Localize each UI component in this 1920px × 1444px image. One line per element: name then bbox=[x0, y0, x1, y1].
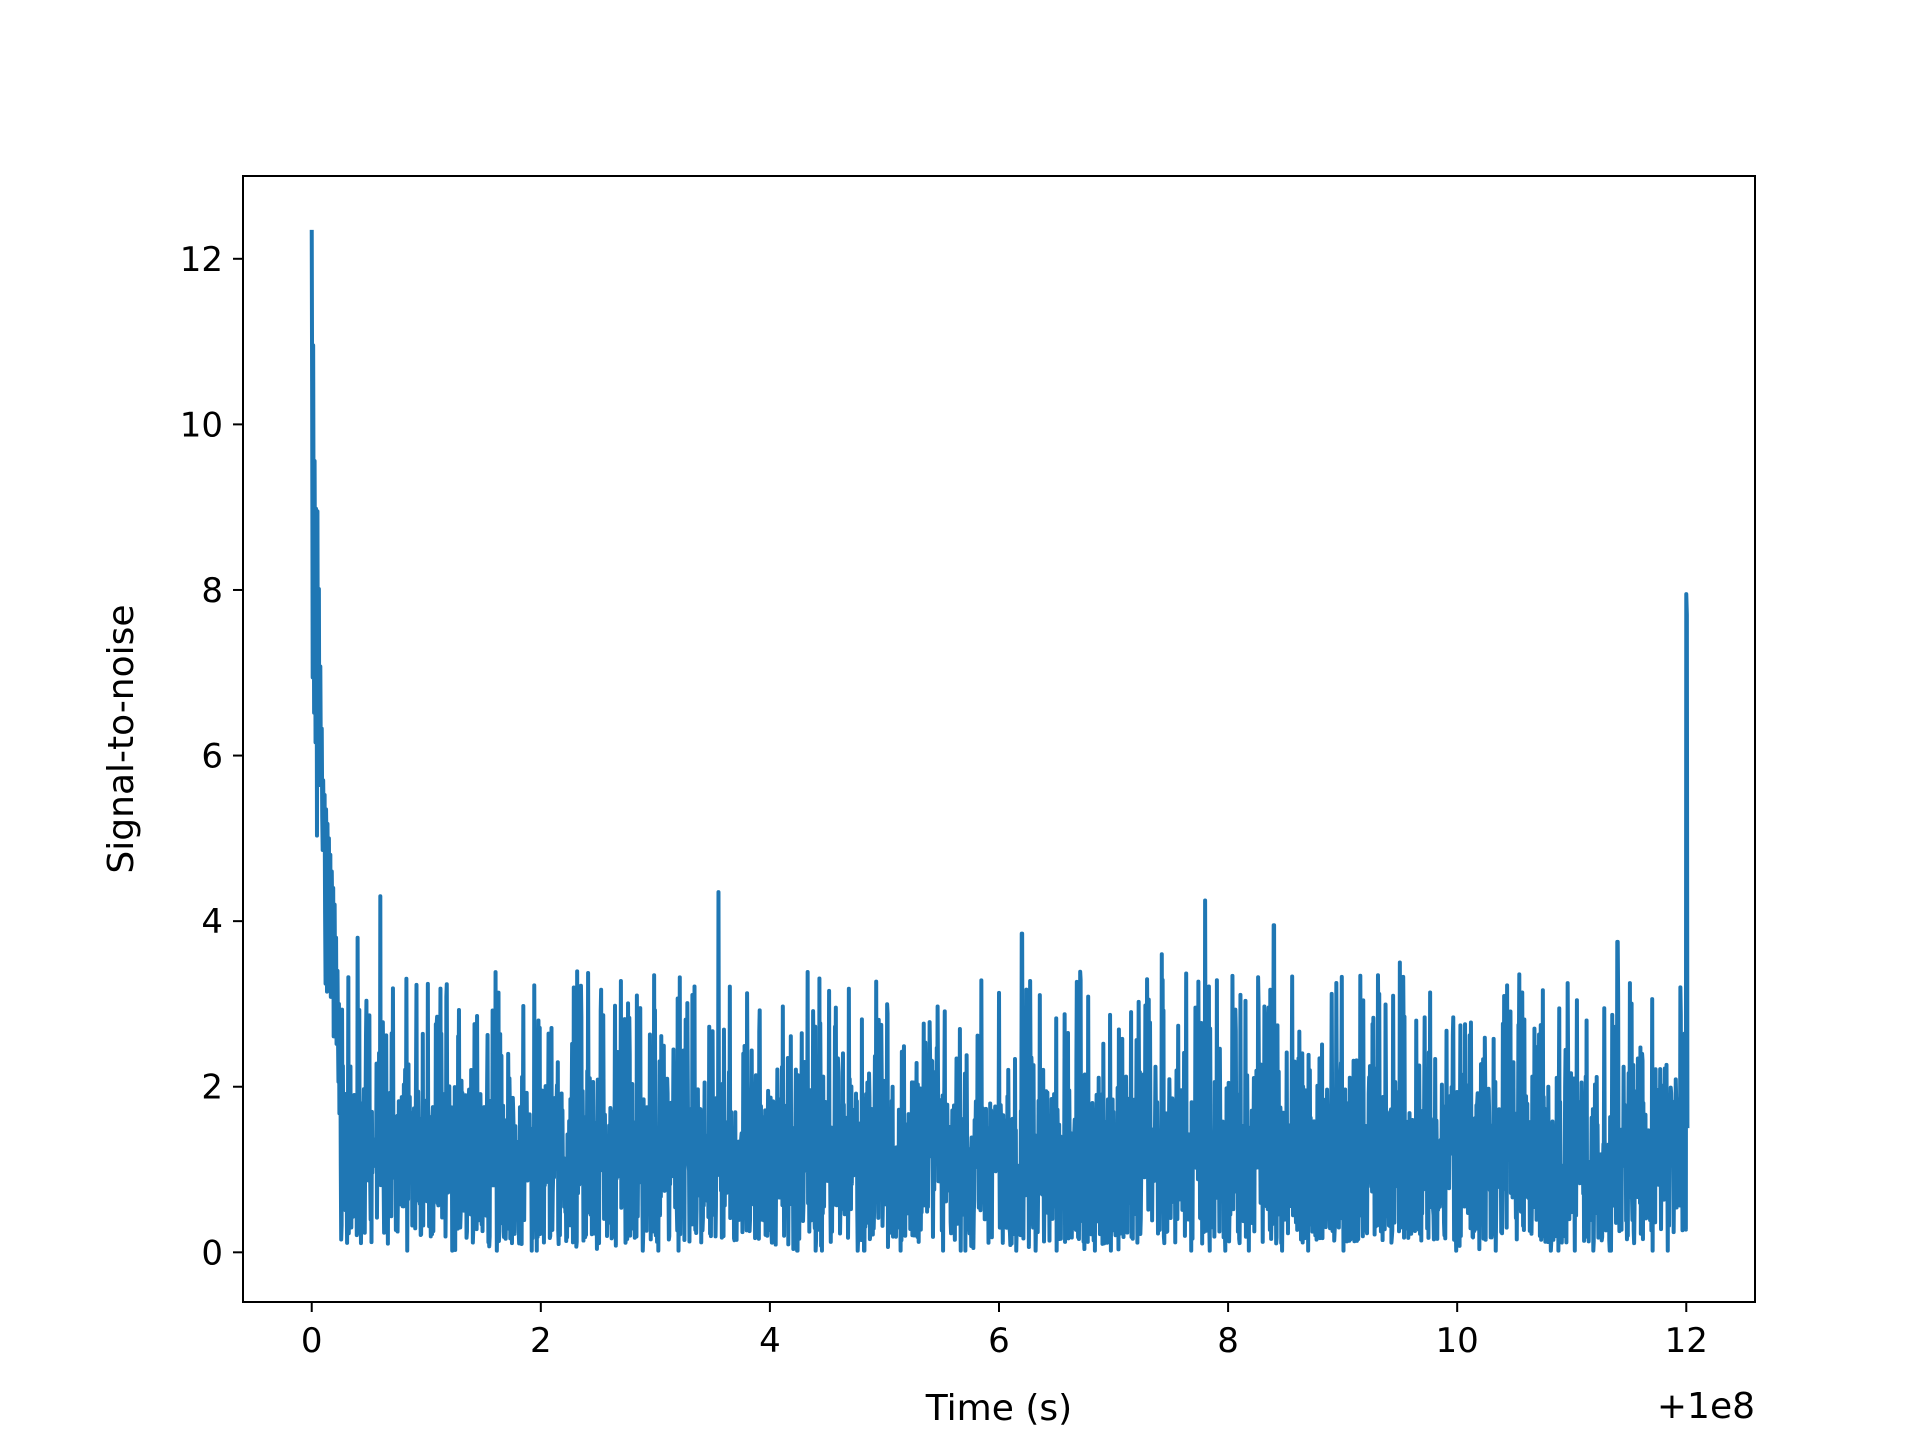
x-tick-label: 12 bbox=[1665, 1321, 1708, 1361]
x-tick-label: 10 bbox=[1436, 1321, 1479, 1361]
x-tick-label: 2 bbox=[530, 1321, 552, 1361]
y-tick-label: 12 bbox=[180, 240, 223, 280]
y-tick-label: 4 bbox=[201, 902, 223, 942]
y-tick-label: 0 bbox=[201, 1233, 223, 1273]
x-axis-offset-label: +1e8 bbox=[1657, 1386, 1755, 1427]
y-tick-label: 2 bbox=[201, 1068, 223, 1108]
x-tick-label: 4 bbox=[759, 1321, 781, 1361]
series-line bbox=[309, 229, 1690, 1253]
x-tick-label: 8 bbox=[1217, 1321, 1239, 1361]
axes: 0 2 4 6 8 10 12 0 2 4 6 8 10 12 bbox=[180, 175, 1756, 1361]
x-tick-label: 6 bbox=[988, 1321, 1010, 1361]
x-axis-label: Time (s) bbox=[925, 1388, 1072, 1429]
plot-area bbox=[309, 229, 1690, 1253]
y-axis-label: Signal-to-noise bbox=[101, 604, 142, 873]
y-tick-label: 6 bbox=[201, 737, 223, 777]
y-tick-label: 10 bbox=[180, 405, 223, 445]
x-tick-label: 0 bbox=[301, 1321, 323, 1361]
y-tick-label: 8 bbox=[201, 571, 223, 611]
